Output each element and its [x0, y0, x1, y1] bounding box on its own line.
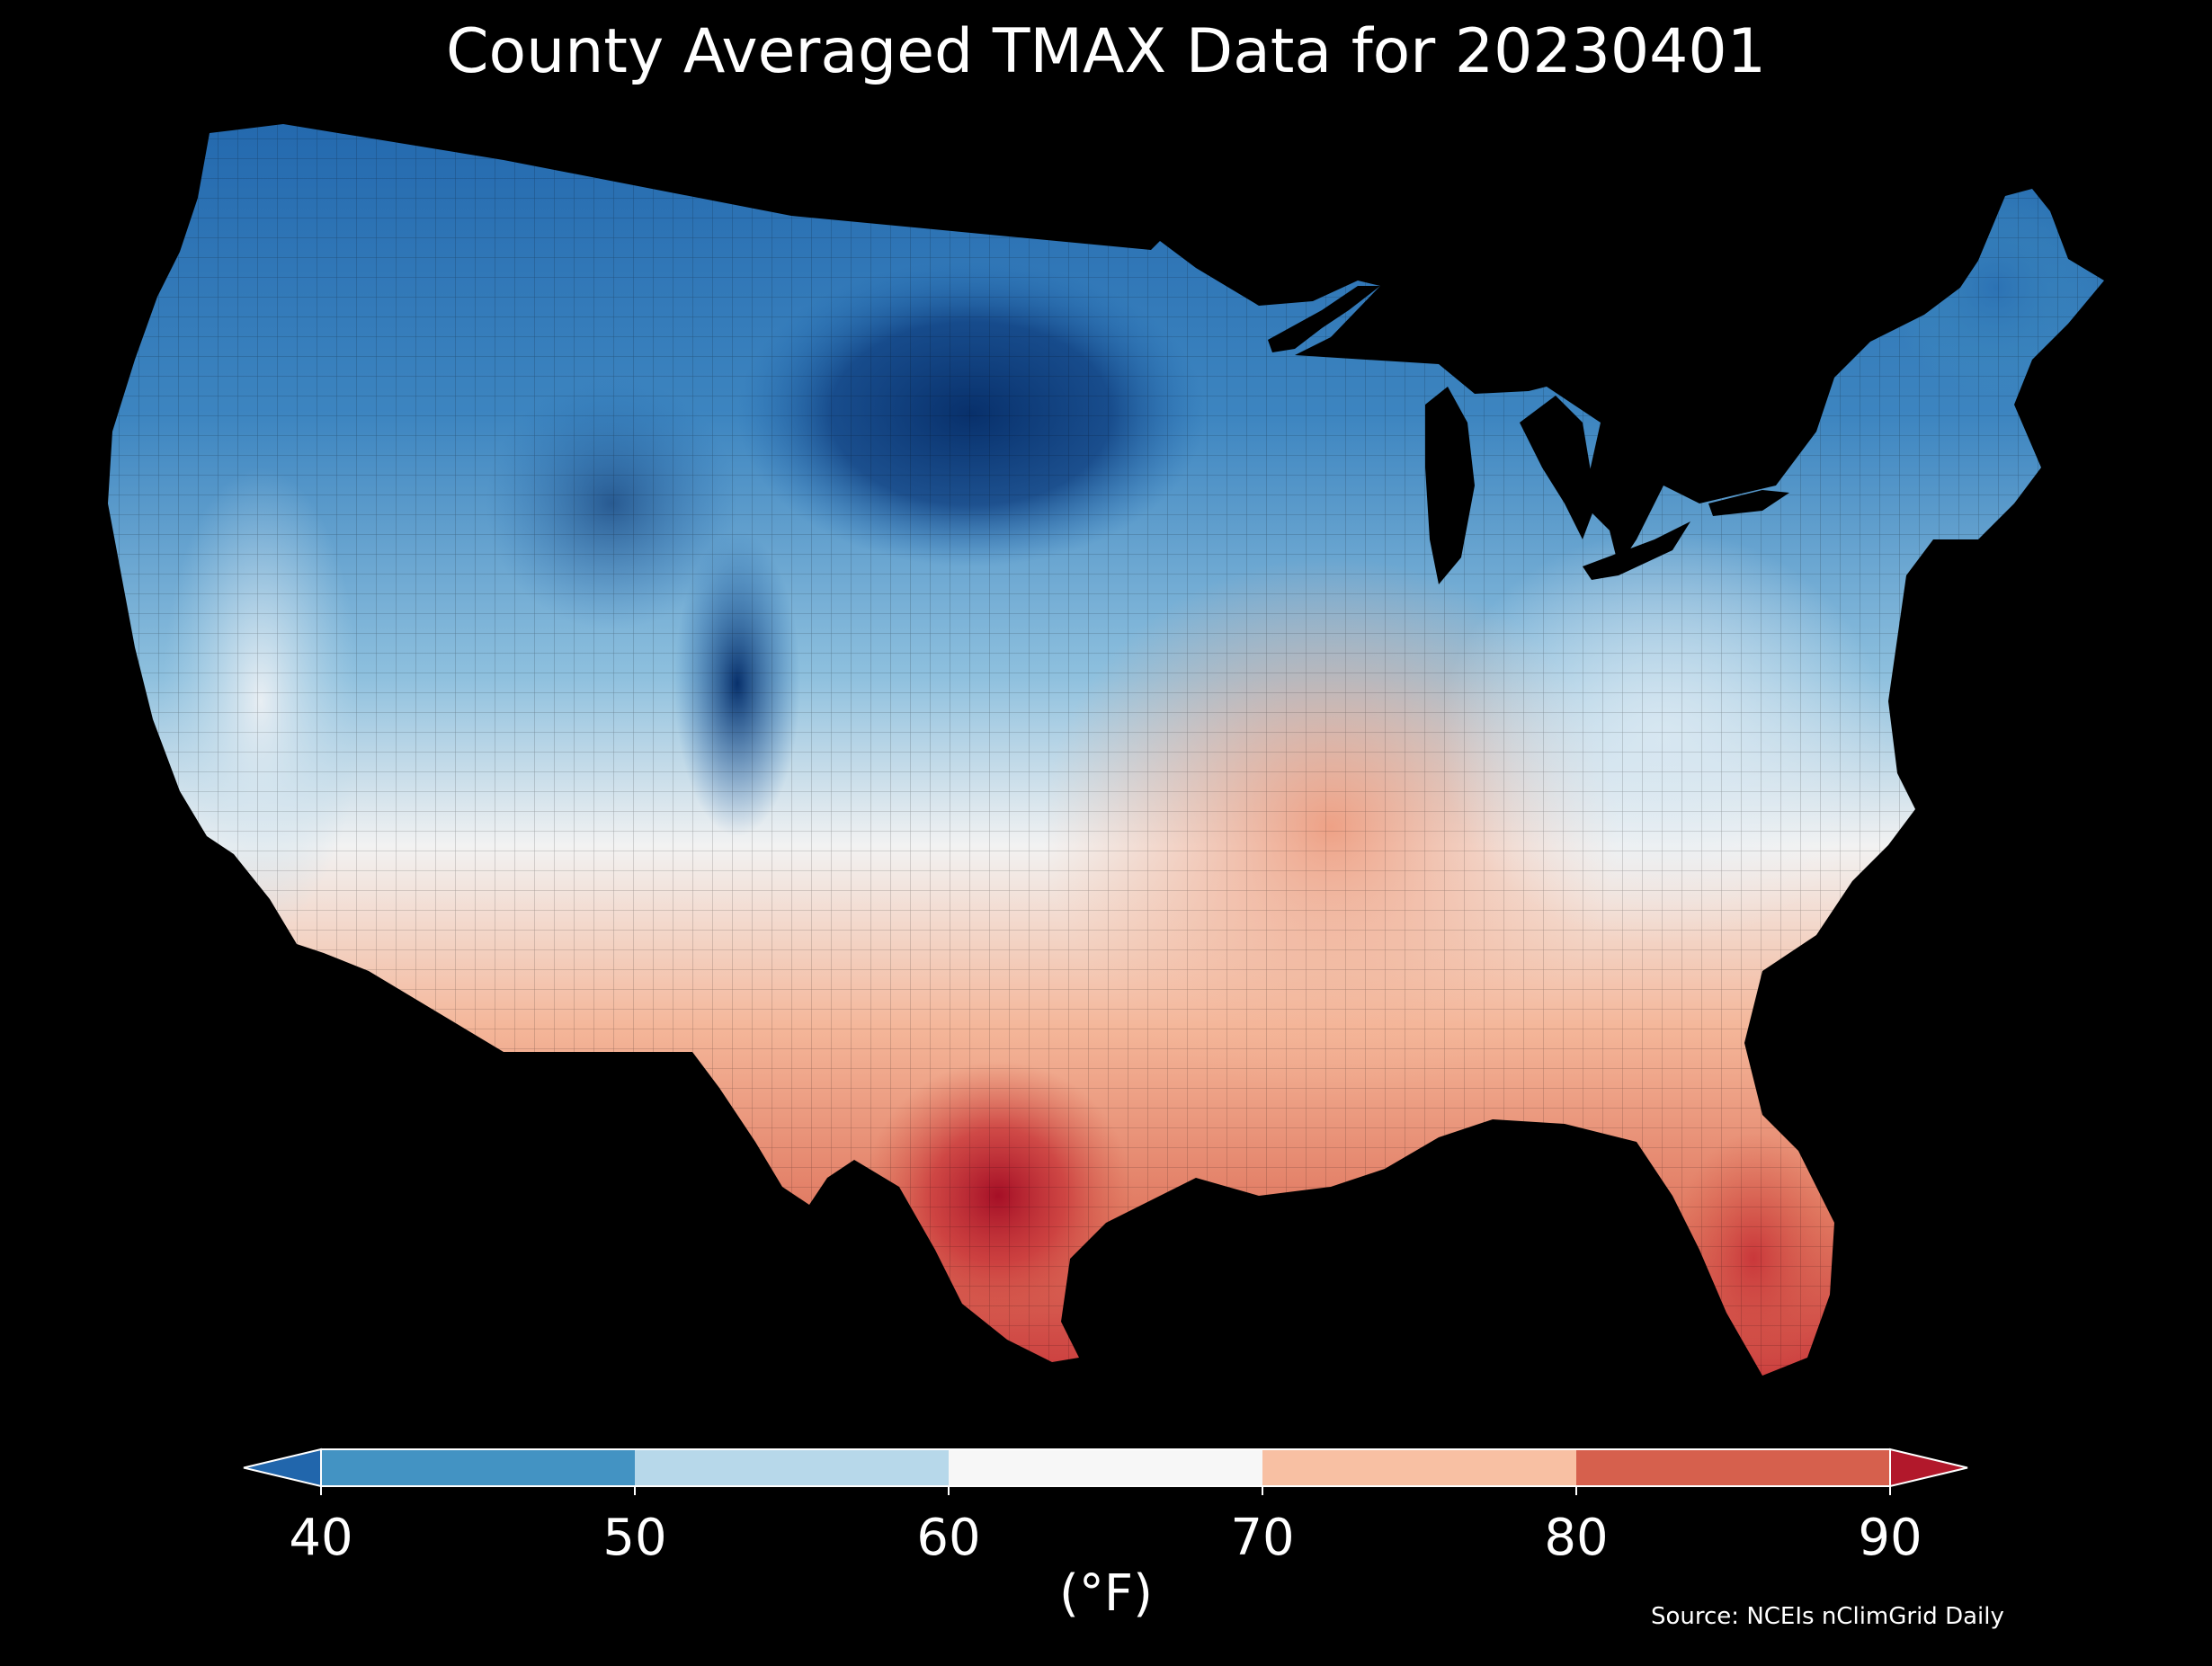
colorbar-extend-high	[1889, 1448, 1968, 1488]
colorbar-segment-60-70	[949, 1449, 1262, 1486]
colorbar-tick-90: 90	[1858, 1509, 1922, 1567]
lake-ontario	[1708, 490, 1789, 516]
lake-superior	[1268, 286, 1380, 352]
colorbar-extend-low	[243, 1448, 322, 1488]
colorbar-tick-40: 40	[289, 1509, 353, 1567]
colorbar-outline	[320, 1448, 1891, 1487]
colorbar-tick-80: 80	[1544, 1509, 1609, 1567]
source-credit: Source: NCEIs nClimGrid Daily	[1651, 1603, 2004, 1630]
lake-erie	[1583, 521, 1690, 580]
lake-michigan	[1425, 387, 1475, 584]
colorbar-segment-40-50	[321, 1449, 635, 1486]
colorbar-segment-50-60	[635, 1449, 949, 1486]
colorbar-tick-50: 50	[602, 1509, 667, 1567]
colorbar-unit-label: (°F)	[1059, 1564, 1153, 1623]
colorbar-segment-80-90	[1576, 1449, 1890, 1486]
colorbar-segment-70-80	[1262, 1449, 1576, 1486]
map-title: County Averaged TMAX Data for 20230401	[446, 16, 1766, 87]
lake-huron	[1520, 396, 1596, 539]
colorbar-tick-60: 60	[916, 1509, 981, 1567]
colorbar-tick-70: 70	[1230, 1509, 1295, 1567]
